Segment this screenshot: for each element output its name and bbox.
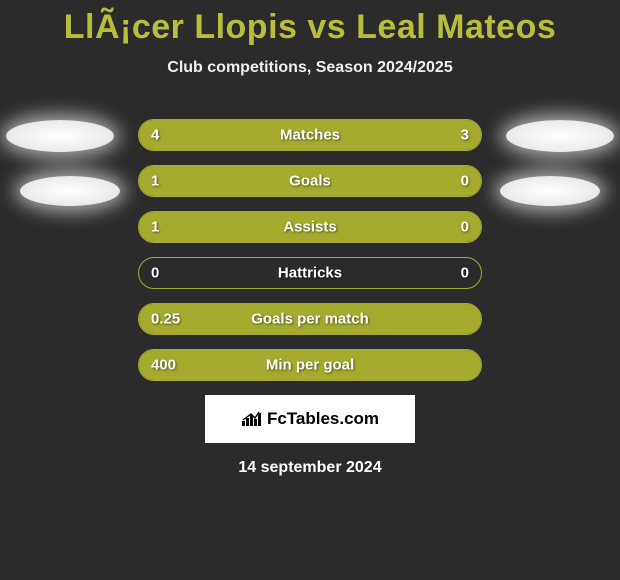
chart-icon <box>241 411 263 427</box>
stat-value-left: 0.25 <box>151 311 180 328</box>
source-badge: FcTables.com <box>205 395 415 443</box>
page-title: LlÃ¡cer Llopis vs Leal Mateos <box>0 0 620 47</box>
date-label: 14 september 2024 <box>0 459 620 477</box>
stat-row-goals-per-match: 0.25 Goals per match <box>138 303 482 335</box>
stat-label: Hattricks <box>278 265 342 282</box>
bar-right <box>334 120 481 150</box>
stat-value-right: 3 <box>461 127 469 144</box>
stat-value-left: 1 <box>151 219 159 236</box>
bar-right <box>402 212 481 242</box>
stat-value-right: 0 <box>461 173 469 190</box>
bar-right <box>402 166 481 196</box>
stat-value-left: 0 <box>151 265 159 282</box>
stat-row-matches: 4 Matches 3 <box>138 119 482 151</box>
stat-value-right: 0 <box>461 219 469 236</box>
stat-label: Goals <box>289 173 331 190</box>
stat-label: Goals per match <box>251 311 369 328</box>
stat-value-right: 0 <box>461 265 469 282</box>
stat-label: Min per goal <box>266 357 354 374</box>
stat-value-left: 4 <box>151 127 159 144</box>
stat-value-left: 400 <box>151 357 176 374</box>
stat-label: Assists <box>283 219 336 236</box>
source-badge-text: FcTables.com <box>267 409 379 429</box>
page-subtitle: Club competitions, Season 2024/2025 <box>0 59 620 77</box>
stat-row-goals: 1 Goals 0 <box>138 165 482 197</box>
stat-label: Matches <box>280 127 340 144</box>
bar-left <box>139 212 402 242</box>
source-badge-content: FcTables.com <box>241 409 379 429</box>
stats-container: 4 Matches 3 1 Goals 0 1 Assists 0 0 Hatt… <box>0 119 620 381</box>
stat-row-assists: 1 Assists 0 <box>138 211 482 243</box>
stat-row-hattricks: 0 Hattricks 0 <box>138 257 482 289</box>
bar-left <box>139 166 402 196</box>
stat-row-min-per-goal: 400 Min per goal <box>138 349 482 381</box>
stat-value-left: 1 <box>151 173 159 190</box>
